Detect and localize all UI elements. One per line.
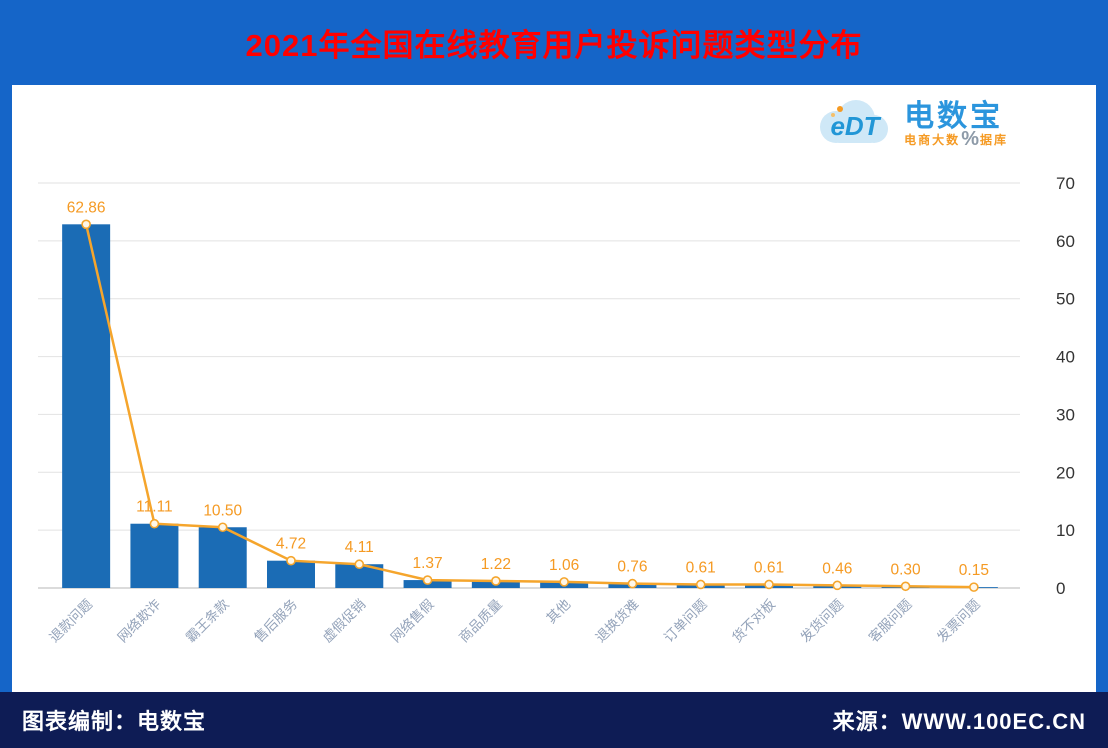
header-banner: 2021年全国在线教育用户投诉问题类型分布 — [0, 0, 1108, 85]
svg-text:11.11: 11.11 — [136, 499, 173, 516]
svg-text:0.15: 0.15 — [959, 562, 989, 579]
complaint-bar-line-chart: 0 10 20 30 40 50 60 70 62.86 11.11 10.50 4.72 4.11 1.… — [38, 174, 1075, 646]
svg-text:1.22: 1.22 — [481, 556, 511, 573]
svg-text:霸王条款: 霸王条款 — [182, 595, 232, 645]
svg-text:货不对板: 货不对板 — [729, 595, 779, 645]
brand-subtitle-right: 据库 — [979, 132, 1008, 147]
svg-text:30: 30 — [1056, 405, 1075, 424]
svg-text:10.50: 10.50 — [203, 502, 242, 519]
svg-text:70: 70 — [1056, 174, 1075, 193]
svg-text:售后服务: 售后服务 — [251, 597, 300, 646]
svg-text:0: 0 — [1056, 579, 1065, 598]
svg-text:0.30: 0.30 — [890, 561, 921, 578]
svg-text:发票问题: 发票问题 — [934, 597, 983, 646]
svg-text:退款问题: 退款问题 — [46, 597, 95, 646]
svg-text:10: 10 — [1056, 521, 1075, 540]
brand-logo: eDT 电数宝 电商大数 % 据库 — [806, 93, 1008, 157]
brand-subtitle: 电商大数 % 据库 — [904, 128, 1008, 150]
footer-credit: 图表编制：电数宝 — [22, 709, 207, 734]
cloud-logo-icon: eDT — [820, 100, 889, 143]
svg-text:发货问题: 发货问题 — [797, 596, 846, 645]
svg-text:订单问题: 订单问题 — [661, 597, 710, 646]
svg-text:网络售假: 网络售假 — [388, 596, 437, 645]
svg-text:其他: 其他 — [544, 597, 574, 627]
svg-text:4.11: 4.11 — [345, 539, 374, 556]
brand-subtitle-left: 电商大数 — [904, 132, 961, 147]
svg-text:20: 20 — [1056, 463, 1075, 482]
footer-bar: 图表编制：电数宝 来源：WWW.100EC.CN — [0, 692, 1108, 748]
svg-text:4.72: 4.72 — [276, 536, 306, 553]
svg-text:50: 50 — [1056, 290, 1075, 309]
percent-glyph: % — [961, 128, 979, 150]
svg-text:62.86: 62.86 — [67, 199, 106, 216]
svg-text:60: 60 — [1056, 232, 1075, 251]
svg-text:0.61: 0.61 — [686, 559, 716, 576]
brand-name: 电数宝 — [904, 100, 1004, 133]
logo-initials: eDT — [831, 111, 882, 141]
svg-text:0.61: 0.61 — [754, 559, 784, 576]
svg-text:1.37: 1.37 — [412, 555, 442, 572]
footer-source: 来源：WWW.100EC.CN — [832, 709, 1086, 734]
svg-text:40: 40 — [1056, 348, 1075, 367]
svg-text:1.06: 1.06 — [549, 557, 579, 574]
svg-text:0.46: 0.46 — [822, 560, 852, 577]
svg-text:退换货难: 退换货难 — [592, 596, 641, 645]
svg-text:网络欺诈: 网络欺诈 — [115, 597, 164, 646]
chart-panel: eDT 电数宝 电商大数 % 据库 0 10 20 30 40 50 60 70 62.86 11… — [12, 85, 1096, 692]
svg-text:0.76: 0.76 — [617, 559, 647, 576]
logo-text: 电数宝 电商大数 % 据库 — [904, 100, 1008, 150]
svg-text:虚假促销: 虚假促销 — [320, 597, 369, 646]
svg-text:商品质量: 商品质量 — [456, 597, 505, 646]
svg-text:客服问题: 客服问题 — [865, 596, 914, 645]
page-title: 2021年全国在线教育用户投诉问题类型分布 — [245, 28, 863, 63]
